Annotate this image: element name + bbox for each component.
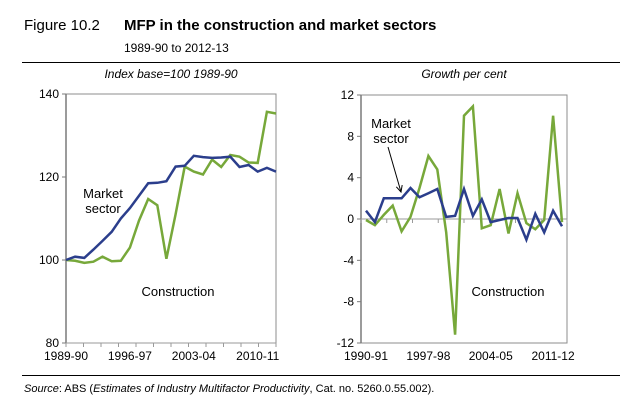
- chart-title: Growth per cent: [421, 67, 507, 81]
- series-label-line: Market: [371, 116, 411, 131]
- y-tick-label: -12: [337, 336, 355, 350]
- x-tick-label: 1997-98: [406, 349, 450, 363]
- source-publication: Estimates of Industry Multifactor Produc…: [93, 383, 310, 395]
- y-tick-label: 4: [347, 171, 354, 185]
- series-label-line: Market: [83, 186, 123, 201]
- x-tick-label: 1990-91: [344, 349, 388, 363]
- y-tick-label: 120: [39, 170, 59, 184]
- chart-growth: Growth per cent -12 -8 -4 0 4 8 12 1990-91 1997-9…: [337, 67, 575, 363]
- source-note: Source: ABS (Estimates of Industry Multi…: [24, 383, 434, 395]
- x-tick-label: 1996-97: [108, 349, 152, 363]
- figure-label: Figure 10.2: [24, 17, 100, 34]
- y-tick-label: 80: [46, 336, 60, 350]
- y-tick-label: 140: [39, 87, 59, 101]
- x-tick-label: 2004-05: [469, 349, 513, 363]
- series-line-market-sector: [65, 154, 277, 262]
- series-line-construction: [365, 103, 564, 335]
- figure-subtitle: 1989-90 to 2012-13: [124, 41, 229, 55]
- series-line-construction: [65, 110, 277, 265]
- figure-title: MFP in the construction and market secto…: [124, 17, 437, 34]
- source-suffix: , Cat. no. 5260.0.55.002).: [309, 383, 435, 395]
- top-rule: [22, 62, 620, 63]
- y-tick-label: 100: [39, 253, 59, 267]
- y-tick-label: 12: [341, 88, 355, 102]
- x-tick-label: 2011-12: [532, 349, 575, 363]
- series-label-construction: Construction: [472, 284, 545, 299]
- series-label-market-sector: Market sector: [83, 186, 123, 216]
- y-tick-label: -8: [343, 295, 354, 309]
- series-label-line: Construction: [472, 284, 545, 299]
- chart-title: Index base=100 1989-90: [104, 67, 237, 81]
- chart-index: Index base=100 1989-90 80 100 120 140 1989-90…: [39, 67, 280, 363]
- plot-frame: [65, 93, 277, 344]
- series-line-market-sector: [365, 185, 564, 244]
- label-arrowhead: [395, 185, 403, 194]
- series-label-market-sector: Market sector: [371, 116, 411, 146]
- label-arrow: [387, 146, 402, 193]
- bottom-rule: [22, 375, 620, 376]
- series-label-line: sector: [373, 131, 409, 146]
- series-label-line: sector: [85, 201, 121, 216]
- source-mid: : ABS (: [58, 383, 94, 395]
- x-tick-label: 1989-90: [44, 349, 88, 363]
- series-label-construction: Construction: [142, 284, 215, 299]
- y-tick-label: 0: [347, 212, 354, 226]
- y-tick-label: 8: [347, 129, 354, 143]
- source-prefix: Source: [24, 383, 59, 395]
- x-tick-label: 2003-04: [172, 349, 216, 363]
- y-tick-label: -4: [343, 253, 354, 267]
- series-label-line: Construction: [142, 284, 215, 299]
- x-tick-label: 2010-11: [236, 349, 279, 363]
